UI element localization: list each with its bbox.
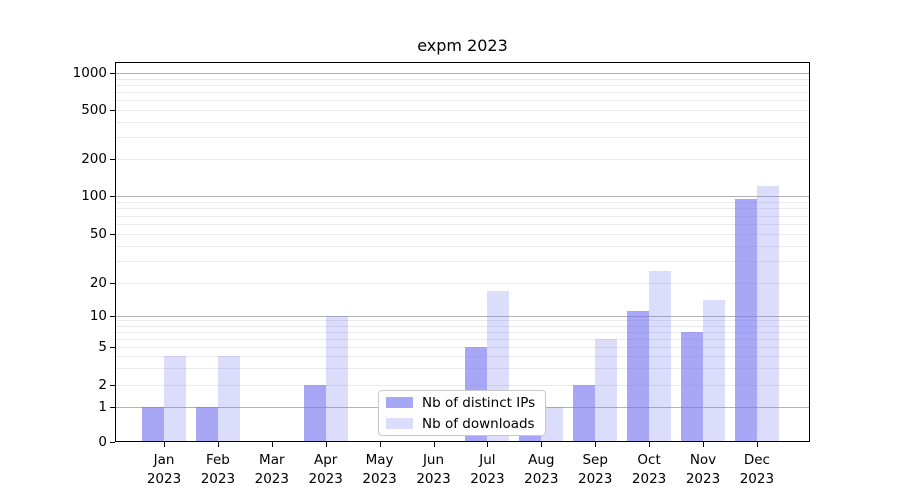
x-tick-label: Mar 2023 <box>254 452 289 487</box>
x-tick-mark <box>379 442 381 447</box>
y-gridline-minor <box>116 92 809 93</box>
x-tick-mark <box>217 442 219 447</box>
bar-distinct-ips <box>303 385 326 442</box>
y-gridline-minor <box>116 234 809 235</box>
x-tick-label: Dec 2023 <box>739 452 775 487</box>
y-gridline-minor <box>116 338 809 340</box>
bar-downloads <box>217 356 240 442</box>
y-gridline-major <box>116 315 809 317</box>
x-tick-mark <box>649 442 651 447</box>
legend-item-distinct-ips: Nb of distinct IPs <box>386 394 538 412</box>
x-tick-mark <box>433 442 435 447</box>
y-tick-mark <box>110 407 115 408</box>
y-gridline-minor <box>116 356 809 358</box>
x-tick-mark <box>541 442 543 447</box>
y-gridline-major <box>116 196 809 197</box>
legend-item-downloads: Nb of downloads <box>386 415 538 433</box>
y-tick-mark <box>110 73 115 74</box>
y-gridline-minor <box>116 385 809 386</box>
legend-label-distinct-ips: Nb of distinct IPs <box>422 394 536 411</box>
y-tick-label: 2 <box>98 377 107 393</box>
y-tick-label: 200 <box>81 151 107 167</box>
x-tick-label: Apr 2023 <box>308 452 343 487</box>
x-tick-mark <box>487 442 489 447</box>
x-tick-label: Jan 2023 <box>146 452 182 487</box>
bar-downloads <box>649 271 672 442</box>
y-tick-mark <box>110 196 115 197</box>
y-tick-mark <box>110 385 115 386</box>
bar-downloads <box>541 407 564 442</box>
y-tick-label: 5 <box>98 339 107 355</box>
bar-downloads <box>595 338 618 442</box>
y-tick-label: 100 <box>81 188 107 204</box>
y-gridline-major <box>116 73 809 74</box>
x-tick-mark <box>271 442 273 447</box>
y-tick-mark <box>110 315 115 317</box>
y-gridline-minor <box>116 78 809 80</box>
chart-title: expm 2023 <box>417 36 508 55</box>
legend-swatch-distinct-ips <box>386 397 413 408</box>
y-tick-label: 10 <box>89 307 107 324</box>
x-tick-label: Feb 2023 <box>200 452 236 487</box>
bar-downloads <box>325 315 348 442</box>
x-tick-label: May 2023 <box>362 452 397 487</box>
y-gridline-minor <box>116 368 809 370</box>
y-gridline-minor <box>116 320 809 322</box>
y-tick-mark <box>110 110 115 111</box>
x-tick-mark <box>703 442 704 447</box>
bar-downloads <box>164 356 186 442</box>
y-tick-mark <box>110 442 115 443</box>
bar-distinct-ips <box>681 331 703 442</box>
y-gridline-minor <box>116 245 809 247</box>
x-tick-label: Nov 2023 <box>685 452 721 487</box>
y-gridline-minor <box>116 283 809 284</box>
y-gridline-minor <box>116 100 809 102</box>
y-tick-mark <box>110 283 115 284</box>
y-gridline-minor <box>116 208 809 210</box>
legend: Nb of distinct IPs Nb of downloads <box>378 390 546 436</box>
bar-distinct-ips <box>734 198 757 442</box>
y-gridline-minor <box>116 159 809 160</box>
y-tick-label: 500 <box>81 102 107 118</box>
y-gridline-minor <box>116 110 809 111</box>
y-tick-label: 50 <box>89 226 107 242</box>
bar-distinct-ips <box>195 407 218 442</box>
y-tick-mark <box>110 234 115 235</box>
y-gridline-minor <box>116 201 809 203</box>
y-gridline-minor <box>116 261 809 263</box>
x-tick-mark <box>595 442 597 447</box>
y-gridline-minor <box>116 347 809 348</box>
y-tick-mark <box>110 347 115 348</box>
x-tick-mark <box>756 442 758 447</box>
y-tick-label: 1 <box>98 399 107 415</box>
plot-area: 0 1 2 5 10 20 50 100 200 500 1000 Jan 2023 Feb 2023 Mar… <box>73 62 810 487</box>
legend-swatch-downloads <box>386 418 413 429</box>
y-tick-mark <box>110 159 115 160</box>
bar-distinct-ips <box>573 385 596 442</box>
y-gridline-minor <box>116 137 809 139</box>
y-gridline-minor <box>116 215 809 217</box>
y-tick-label: 0 <box>98 434 107 450</box>
y-gridline-minor <box>116 84 809 86</box>
y-tick-label: 20 <box>89 275 107 291</box>
x-tick-mark <box>325 442 327 447</box>
bar-downloads <box>756 186 779 442</box>
bar-downloads <box>703 299 725 442</box>
x-tick-label: Jun 2023 <box>416 452 451 487</box>
y-gridline-minor <box>116 121 809 123</box>
bar-distinct-ips <box>142 407 164 442</box>
x-tick-mark <box>164 442 165 447</box>
x-tick-label: Jul 2023 <box>470 452 505 487</box>
y-gridline-minor <box>116 224 809 225</box>
x-tick-label: Aug 2023 <box>524 452 559 487</box>
x-tick-label: Sep 2023 <box>578 452 613 487</box>
y-gridline-minor <box>116 331 809 333</box>
y-gridline-minor <box>116 325 809 327</box>
x-tick-label: Oct 2023 <box>631 452 667 487</box>
legend-label-downloads: Nb of downloads <box>422 415 535 432</box>
bar-distinct-ips <box>627 311 650 442</box>
y-tick-label: 1000 <box>72 65 107 81</box>
